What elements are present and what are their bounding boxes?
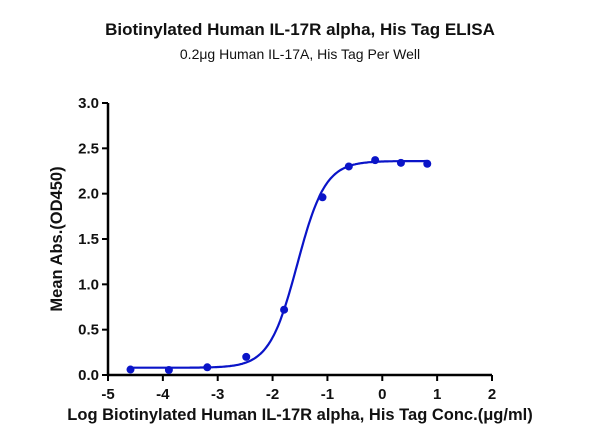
y-tick-label: 1.5 [78, 231, 99, 248]
data-point [242, 352, 251, 361]
y-axis-label: Mean Abs.(OD450) [48, 166, 66, 311]
data-point [280, 305, 289, 314]
y-tick-label: 2.5 [78, 140, 99, 157]
data-point [203, 363, 212, 372]
chart-title: Biotinylated Human IL-17R alpha, His Tag… [105, 20, 495, 39]
x-tick-label: 1 [433, 386, 441, 403]
x-axis-label: Log Biotinylated Human IL-17R alpha, His… [67, 406, 532, 424]
data-point [396, 158, 405, 167]
chart-subtitle: 0.2μg Human IL-17A, His Tag Per Well [179, 46, 421, 62]
x-tick-label: -4 [156, 386, 170, 403]
data-point [126, 365, 135, 374]
x-tick-label: -3 [211, 386, 224, 403]
data-point [164, 366, 173, 375]
y-tick-label: 0.5 [78, 322, 99, 339]
data-point [423, 159, 432, 168]
x-tick-label: -5 [101, 386, 114, 403]
x-tick-label: 0 [378, 386, 386, 403]
fit-curve [129, 159, 428, 369]
x-tick-label: 2 [488, 386, 496, 403]
data-point [318, 193, 327, 202]
data-point [371, 156, 380, 165]
y-tick-label: 1.0 [78, 276, 99, 293]
y-tick-label: 2.0 [78, 186, 99, 203]
y-tick-label: 3.0 [78, 95, 99, 112]
x-tick-label: -2 [266, 386, 279, 403]
data-point [344, 162, 353, 171]
x-tick-label: -1 [321, 386, 334, 403]
y-tick-label: 0.0 [78, 367, 99, 384]
